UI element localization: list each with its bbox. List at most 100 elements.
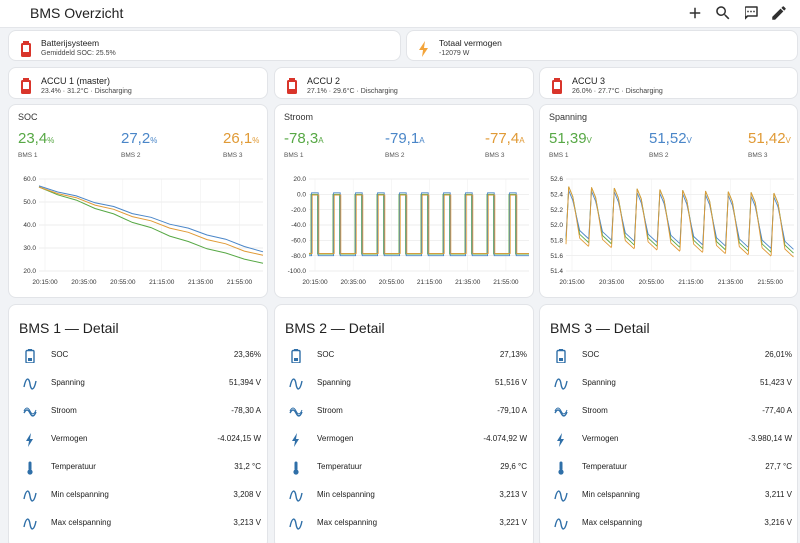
detail-row[interactable]: Min celspanning 3,213 V bbox=[275, 486, 533, 506]
series-line-bms-1 bbox=[308, 193, 529, 255]
plus-icon[interactable] bbox=[686, 4, 706, 24]
detail-label: Stroom bbox=[317, 406, 343, 415]
detail-row[interactable]: Stroom -79,10 A bbox=[275, 402, 533, 422]
battery-system-card[interactable]: Batterijsysteem Gemiddeld SOC: 25.5% bbox=[8, 30, 401, 61]
accu-title: ACCU 2 bbox=[307, 76, 341, 86]
soc-chart: 60.0 50.0 40.0 30.0 20.0 20:15:00 20:35:00 20:5… bbox=[23, 176, 264, 286]
y-tick-label: 50.0 bbox=[23, 199, 36, 206]
detail-title: BMS 3 — Detail bbox=[550, 320, 650, 336]
detail-row[interactable]: Stroom -78,30 A bbox=[9, 402, 267, 422]
x-tick-label: 21:35:00 bbox=[188, 279, 214, 286]
detail-row[interactable]: Max celspanning 3,216 V bbox=[540, 514, 797, 534]
sine-wave-icon bbox=[23, 489, 37, 503]
detail-row[interactable]: Temperatuur 31,2 °C bbox=[9, 458, 267, 478]
detail-value: 51,516 V bbox=[494, 378, 527, 387]
stat-bms-1: -78,3A bbox=[284, 130, 324, 147]
detail-value: 29,6 °C bbox=[500, 462, 527, 471]
accu-title: ACCU 1 (master) bbox=[41, 76, 111, 86]
summary-sub: Gemiddeld SOC: 25.5% bbox=[41, 50, 116, 57]
total-power-card[interactable]: Totaal vermogen -12079 W bbox=[406, 30, 798, 61]
thermometer-icon bbox=[23, 461, 37, 475]
summary-title: Totaal vermogen bbox=[439, 38, 502, 48]
battery-icon bbox=[19, 41, 33, 57]
detail-value: 3,216 V bbox=[764, 518, 792, 527]
stat-name: BMS 1 bbox=[549, 152, 569, 159]
page-title: BMS Overzicht bbox=[30, 5, 124, 21]
detail-row[interactable]: SOC 23,36% bbox=[9, 346, 267, 366]
y-tick-label: 40.0 bbox=[23, 222, 36, 229]
detail-row[interactable]: Spanning 51,394 V bbox=[9, 374, 267, 394]
voltage-chart: 52.6 52.4 52.2 52.0 51.8 51.6 51.4 20:15:00 20:3… bbox=[550, 176, 794, 286]
detail-row[interactable]: Vermogen -3.980,14 W bbox=[540, 430, 797, 450]
detail-label: Spanning bbox=[51, 378, 85, 387]
stat-name: BMS 1 bbox=[284, 152, 304, 159]
detail-row[interactable]: Max celspanning 3,221 V bbox=[275, 514, 533, 534]
graph-title: Spanning bbox=[549, 112, 588, 122]
y-tick-label: 52.2 bbox=[550, 207, 563, 214]
x-tick-label: 20:15:00 bbox=[32, 279, 58, 286]
y-tick-label: -40.0 bbox=[291, 222, 306, 229]
x-tick-label: 20:55:00 bbox=[639, 279, 665, 286]
y-tick-label: -80.0 bbox=[291, 253, 306, 260]
detail-row[interactable]: Spanning 51,423 V bbox=[540, 374, 797, 394]
accu-2-tile[interactable]: ACCU 2 27.1% · 29.6°C · Discharging bbox=[274, 67, 534, 99]
detail-row[interactable]: Vermogen -4.074,92 W bbox=[275, 430, 533, 450]
detail-label: Max celspanning bbox=[582, 518, 643, 527]
y-tick-label: -60.0 bbox=[291, 238, 306, 245]
x-tick-label: 20:55:00 bbox=[110, 279, 136, 286]
detail-row[interactable]: Vermogen -4.024,15 W bbox=[9, 430, 267, 450]
detail-row[interactable]: Temperatuur 27,7 °C bbox=[540, 458, 797, 478]
current-graph-card[interactable]: Stroom -78,3A -79,1A -77,4A BMS 1 BMS 2 … bbox=[274, 104, 534, 298]
detail-row[interactable]: SOC 26,01% bbox=[540, 346, 797, 366]
sine-wave-icon bbox=[289, 377, 303, 391]
top-app-bar: BMS Overzicht bbox=[0, 0, 800, 28]
bms-3-detail-card: BMS 3 — Detail SOC 26,01% Spanning 51,423 V… bbox=[539, 304, 798, 543]
detail-label: Min celspanning bbox=[317, 490, 375, 499]
x-tick-label: 20:15:00 bbox=[559, 279, 585, 286]
current-chart: 20.0 0.0 -20.0 -40.0 -60.0 -80.0 -100.0 20:15:0… bbox=[288, 176, 529, 286]
series-line-bms-2 bbox=[38, 185, 264, 253]
accu-title: ACCU 3 bbox=[572, 76, 606, 86]
battery-icon bbox=[289, 349, 303, 364]
detail-row[interactable]: Spanning 51,516 V bbox=[275, 374, 533, 394]
soc-graph-card[interactable]: SOC 23,4% 27,2% 26,1% BMS 1 BMS 2 BMS 3 … bbox=[8, 104, 268, 298]
y-tick-label: 52.0 bbox=[550, 222, 563, 229]
series-line-bms-3 bbox=[565, 186, 794, 258]
detail-row[interactable]: SOC 27,13% bbox=[275, 346, 533, 366]
edit-icon[interactable] bbox=[770, 4, 790, 24]
battery-icon bbox=[19, 78, 33, 94]
accu-1-tile[interactable]: ACCU 1 (master) 23.4% · 31.2°C · Dischar… bbox=[8, 67, 268, 99]
y-tick-label: 51.6 bbox=[550, 253, 563, 260]
sine-wave-icon bbox=[289, 489, 303, 503]
search-icon[interactable] bbox=[714, 4, 734, 24]
detail-label: Vermogen bbox=[317, 434, 354, 443]
battery-icon bbox=[23, 349, 37, 364]
y-tick-label: 0.0 bbox=[297, 192, 306, 199]
lightning-icon bbox=[289, 433, 303, 447]
voltage-graph-card[interactable]: Spanning 51,39V 51,52V 51,42V BMS 1 BMS … bbox=[539, 104, 798, 298]
x-tick-label: 20:35:00 bbox=[341, 279, 367, 286]
detail-row[interactable]: Max celspanning 3,213 V bbox=[9, 514, 267, 534]
x-tick-label: 21:15:00 bbox=[417, 279, 443, 286]
sine-wave-icon bbox=[23, 517, 37, 531]
detail-label: Spanning bbox=[582, 378, 616, 387]
detail-row[interactable]: Min celspanning 3,211 V bbox=[540, 486, 797, 506]
battery-icon bbox=[554, 349, 568, 364]
y-tick-label: 51.4 bbox=[550, 268, 563, 275]
x-tick-label: 20:35:00 bbox=[599, 279, 625, 286]
detail-label: SOC bbox=[51, 350, 69, 359]
assist-icon[interactable] bbox=[742, 4, 762, 24]
accu-3-tile[interactable]: ACCU 3 26.0% · 27.7°C · Discharging bbox=[539, 67, 798, 99]
detail-row[interactable]: Temperatuur 29,6 °C bbox=[275, 458, 533, 478]
detail-label: Min celspanning bbox=[582, 490, 640, 499]
y-tick-label: -100.0 bbox=[288, 268, 307, 275]
x-tick-label: 21:55:00 bbox=[227, 279, 253, 286]
stat-bms-1: 23,4% bbox=[18, 130, 55, 147]
series-line-bms-1 bbox=[38, 186, 264, 264]
y-tick-label: 20.0 bbox=[293, 176, 306, 183]
detail-label: Temperatuur bbox=[582, 462, 627, 471]
detail-row[interactable]: Stroom -77,40 A bbox=[540, 402, 797, 422]
detail-row[interactable]: Min celspanning 3,208 V bbox=[9, 486, 267, 506]
summary-sub: -12079 W bbox=[439, 50, 470, 57]
x-tick-label: 20:15:00 bbox=[302, 279, 328, 286]
